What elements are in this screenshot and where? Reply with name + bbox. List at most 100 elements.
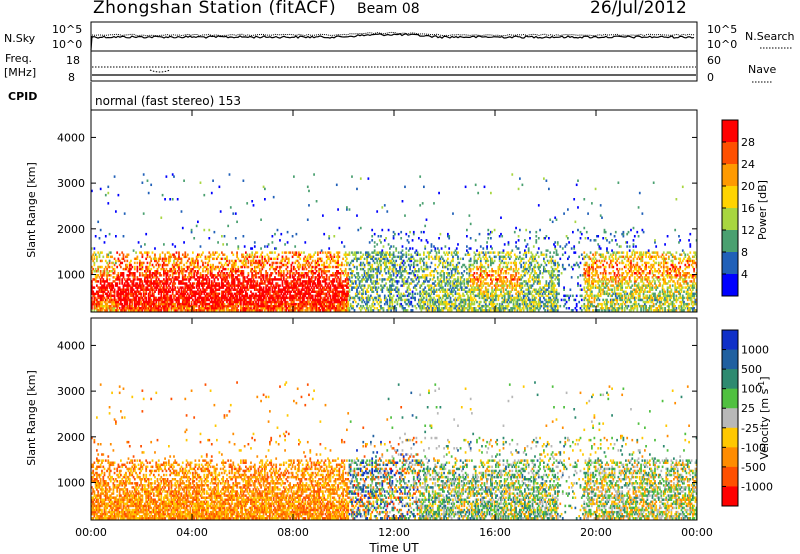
data-cell bbox=[94, 270, 97, 273]
data-cell bbox=[122, 286, 125, 289]
data-cell bbox=[154, 280, 156, 283]
data-cell bbox=[257, 304, 260, 308]
data-cell bbox=[253, 280, 256, 283]
data-cell bbox=[265, 276, 267, 279]
data-cell bbox=[118, 307, 121, 310]
data-cell bbox=[242, 304, 245, 308]
data-cell bbox=[163, 307, 165, 310]
data-cell bbox=[402, 294, 405, 298]
data-cell bbox=[284, 280, 286, 283]
data-cell bbox=[299, 274, 302, 277]
data-cell bbox=[405, 251, 408, 254]
data-cell bbox=[469, 307, 472, 310]
data-cell bbox=[127, 290, 130, 293]
data-cell bbox=[146, 265, 149, 269]
data-cell bbox=[149, 307, 151, 310]
data-cell bbox=[175, 272, 178, 275]
data-cell bbox=[325, 253, 328, 256]
data-cell bbox=[232, 274, 235, 277]
data-cell bbox=[241, 255, 243, 259]
data-cell bbox=[139, 292, 141, 296]
data-cell bbox=[236, 270, 238, 273]
data-cell bbox=[178, 251, 180, 254]
data-cell bbox=[429, 265, 432, 269]
data-cell bbox=[305, 257, 308, 261]
data-cell bbox=[329, 294, 332, 298]
data-cell bbox=[344, 272, 347, 275]
data-cell bbox=[282, 292, 285, 296]
data-cell bbox=[305, 276, 308, 279]
data-cell bbox=[219, 302, 222, 306]
data-cell bbox=[414, 276, 416, 279]
data-cell bbox=[455, 265, 458, 269]
data-cell bbox=[329, 304, 332, 308]
data-cell bbox=[131, 307, 134, 310]
data-cell bbox=[320, 290, 323, 293]
data-cell bbox=[155, 259, 158, 263]
data-cell bbox=[281, 296, 284, 300]
data-cell bbox=[174, 294, 177, 298]
data-cell bbox=[294, 245, 297, 248]
data-cell bbox=[155, 263, 158, 267]
data-cell bbox=[407, 298, 410, 302]
data-cell bbox=[208, 259, 211, 263]
data-cell bbox=[363, 257, 366, 261]
data-cell bbox=[218, 253, 221, 256]
data-cell bbox=[221, 309, 223, 312]
data-cell bbox=[306, 300, 309, 304]
data-cell bbox=[342, 300, 344, 304]
data-cell bbox=[337, 302, 339, 306]
data-cell bbox=[264, 245, 266, 248]
data-cell bbox=[189, 288, 192, 291]
data-cell bbox=[371, 257, 374, 261]
data-cell bbox=[440, 298, 443, 302]
data-cell bbox=[306, 257, 309, 261]
data-cell bbox=[389, 284, 391, 287]
data-cell bbox=[233, 292, 236, 296]
data-cell bbox=[460, 265, 463, 269]
data-cell bbox=[260, 292, 262, 296]
data-cell bbox=[176, 276, 179, 279]
data-cell bbox=[317, 263, 319, 267]
data-cell bbox=[319, 288, 322, 291]
data-cell bbox=[147, 267, 150, 271]
data-cell bbox=[325, 298, 328, 302]
data-cell bbox=[199, 294, 202, 298]
data-cell bbox=[376, 265, 379, 269]
data-cell bbox=[290, 284, 293, 287]
data-cell bbox=[202, 284, 204, 287]
data-cell bbox=[174, 272, 177, 275]
data-cell bbox=[372, 286, 375, 289]
data-cell bbox=[281, 251, 284, 254]
data-cell bbox=[291, 255, 294, 259]
data-cell bbox=[208, 292, 211, 296]
data-cell bbox=[328, 300, 331, 304]
data-cell bbox=[386, 259, 389, 263]
data-cell bbox=[334, 265, 337, 269]
data-cell bbox=[368, 241, 371, 244]
data-cell bbox=[241, 288, 243, 291]
data-cell bbox=[423, 290, 425, 293]
data-cell bbox=[243, 263, 246, 267]
data-cell bbox=[260, 274, 262, 277]
data-cell bbox=[257, 284, 260, 287]
data-cell bbox=[121, 309, 124, 312]
data-cell bbox=[97, 300, 100, 304]
data-cell bbox=[299, 302, 302, 306]
data-cell bbox=[419, 204, 422, 207]
data-cell bbox=[341, 284, 343, 287]
data-cell bbox=[228, 300, 231, 304]
data-cell bbox=[188, 300, 190, 304]
data-cell bbox=[109, 294, 112, 298]
data-cell bbox=[269, 294, 271, 298]
data-cell bbox=[165, 304, 168, 308]
data-cell bbox=[303, 292, 305, 296]
data-cell bbox=[144, 292, 146, 296]
data-cell bbox=[199, 302, 202, 306]
data-cell bbox=[444, 245, 447, 248]
data-cell bbox=[175, 278, 178, 281]
data-cell bbox=[309, 257, 312, 261]
data-cell bbox=[346, 298, 348, 302]
data-cell bbox=[93, 298, 96, 302]
data-cell bbox=[176, 263, 179, 267]
